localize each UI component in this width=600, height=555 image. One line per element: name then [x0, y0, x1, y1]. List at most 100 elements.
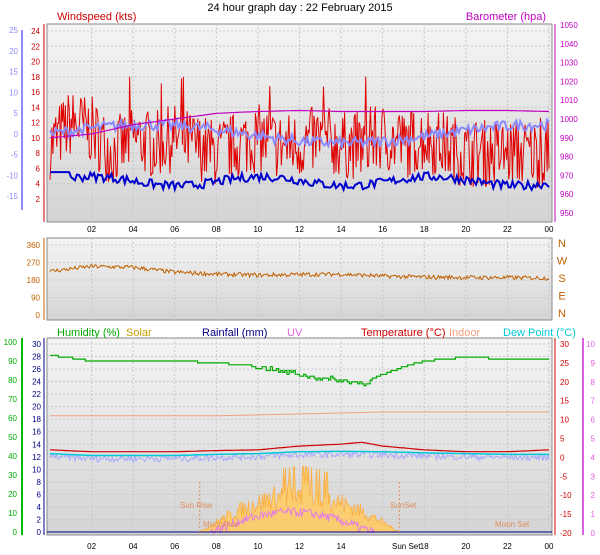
annotation-sunset: SunSet [390, 501, 417, 510]
compass-label: S [558, 273, 565, 285]
humidity-tick-label: 30 [8, 471, 17, 480]
legend-label: Rainfall (mm) [202, 327, 267, 339]
series-indoor [50, 411, 549, 417]
series-barometer [49, 109, 550, 139]
wind-tick-label: 6 [36, 164, 41, 173]
series-gust-average [49, 116, 550, 150]
baro-axis-title: Barometer (hpa) [466, 11, 546, 23]
rain-tick-label: 24 [32, 378, 41, 387]
baro-tick-label: 990 [560, 134, 574, 143]
series-solar [198, 465, 400, 533]
humidity-tick-label: 0 [13, 528, 18, 537]
rain-tick-label: 26 [32, 365, 41, 374]
series-windspeed [49, 76, 550, 188]
direction-tick-label: 0 [36, 311, 41, 320]
baro-tick-label: 960 [560, 190, 574, 199]
wind-tick-label: 12 [31, 119, 40, 128]
humidity-tick-label: 40 [8, 452, 17, 461]
humidity-tick-label: 70 [8, 395, 17, 404]
baro-tick-label: 1040 [560, 40, 578, 49]
humidity-tick-label: 100 [4, 338, 18, 347]
rain-tick-label: 28 [32, 353, 41, 362]
compass-label: W [557, 256, 568, 268]
wind-tick-label: 18 [31, 73, 40, 82]
wind-tick-label: 20 [31, 58, 40, 67]
series-humidity [50, 354, 549, 387]
uv-tick-label: 6 [591, 416, 596, 425]
uv-tick-label: 2 [591, 491, 596, 500]
rain-tick-label: 2 [37, 515, 42, 524]
uv-tick-label: 9 [591, 359, 596, 368]
wind-tick-label: 24 [31, 27, 40, 36]
wind-outer-tick-label: 0 [14, 130, 19, 139]
wind-outer-tick-label: -15 [6, 192, 18, 201]
x-tick-label: 22 [503, 225, 512, 234]
compass-label: N [558, 308, 566, 320]
baro-tick-label: 1000 [560, 115, 578, 124]
annotation-moonrise: MoonRise [203, 520, 240, 529]
temp-tick-label: 10 [560, 416, 569, 425]
legend-label: Humidity (%) [57, 327, 120, 339]
x-tick-label: 02 [87, 225, 96, 234]
rain-tick-label: 20 [32, 403, 41, 412]
wind-outer-tick-label: -5 [11, 151, 19, 160]
series-feels-like [49, 449, 550, 464]
x-tick-label: 08 [212, 225, 221, 234]
uv-tick-label: 8 [591, 378, 596, 387]
legend-label: UV [287, 327, 303, 339]
page-title: 24 hour graph day : 22 February 2015 [207, 2, 392, 14]
rain-tick-label: 30 [32, 340, 41, 349]
uv-tick-label: 7 [591, 397, 596, 406]
x-tick-label: 14 [337, 542, 346, 551]
x-tick-label: 16 [378, 225, 387, 234]
baro-tick-label: 1010 [560, 96, 578, 105]
x-tick-label: 18 [420, 542, 429, 551]
x-tick-label: 20 [461, 225, 470, 234]
x-tick-label: 18 [420, 225, 429, 234]
legend-label: Solar [126, 327, 152, 339]
x-tick-label: 12 [295, 225, 304, 234]
wind-tick-label: 10 [31, 134, 40, 143]
direction-tick-label: 360 [27, 241, 41, 250]
uv-tick-label: 0 [591, 529, 596, 538]
x-tick-label: 00 [545, 542, 554, 551]
temp-tick-label: 25 [560, 359, 569, 368]
x-tick-label: 08 [212, 542, 221, 551]
direction-tick-label: 90 [31, 294, 40, 303]
humidity-tick-label: 10 [8, 509, 17, 518]
rain-tick-label: 22 [32, 390, 41, 399]
compass-label: N [558, 238, 566, 250]
direction-tick-label: 180 [27, 276, 41, 285]
x-tick-label: 10 [253, 542, 262, 551]
rain-tick-label: 4 [37, 503, 42, 512]
temp-tick-label: 30 [560, 340, 569, 349]
temp-tick-label: -5 [560, 472, 568, 481]
temp-tick-label: 5 [560, 435, 565, 444]
wind-outer-tick-label: 20 [9, 47, 18, 56]
uv-tick-label: 5 [591, 435, 596, 444]
series-temperature [49, 441, 550, 453]
wind-tick-label: 4 [36, 180, 41, 189]
series-uv [207, 505, 375, 535]
uv-tick-label: 10 [586, 340, 595, 349]
x-tick-label: 22 [503, 542, 512, 551]
rain-tick-label: 6 [37, 490, 42, 499]
temp-tick-label: -20 [560, 529, 572, 538]
baro-tick-label: 1020 [560, 77, 578, 86]
rain-tick-label: 12 [32, 453, 41, 462]
humidity-tick-label: 20 [8, 490, 17, 499]
x-tick-label: 14 [337, 225, 346, 234]
uv-tick-label: 1 [591, 510, 596, 519]
humidity-tick-label: 50 [8, 433, 17, 442]
temp-tick-label: -15 [560, 510, 572, 519]
humidity-tick-label: 60 [8, 414, 17, 423]
rain-tick-label: 8 [37, 478, 42, 487]
legend-label: Temperature (°C) [361, 327, 445, 339]
wind-outer-tick-label: 5 [14, 109, 19, 118]
wind-tick-label: 16 [31, 88, 40, 97]
baro-tick-label: 950 [560, 209, 574, 218]
x-tick-label: 20 [461, 542, 470, 551]
uv-tick-label: 3 [591, 472, 596, 481]
